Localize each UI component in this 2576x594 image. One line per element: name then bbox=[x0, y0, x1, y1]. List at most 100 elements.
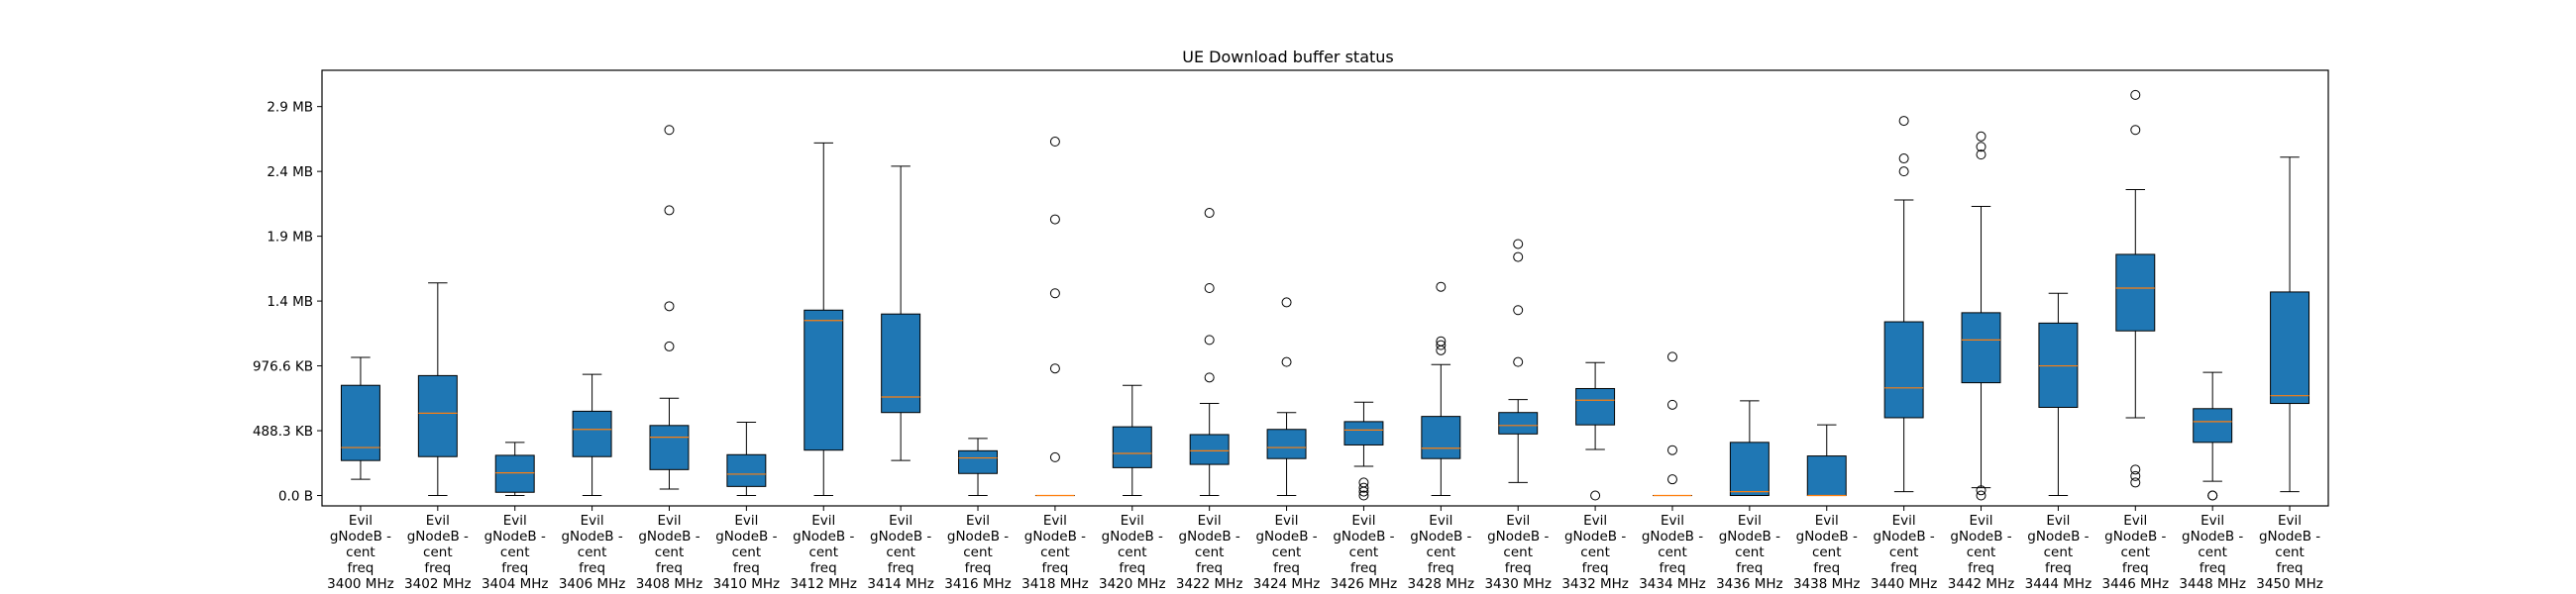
outlier-point bbox=[1049, 288, 1060, 299]
x-tick-label-line: cent bbox=[1658, 544, 1687, 560]
y-tick-label: 2.9 MB bbox=[267, 100, 313, 116]
x-tick-label-line: 3426 MHz bbox=[1331, 576, 1398, 592]
x-tick-label: Evil gNodeB -cent freq 3440 MHz bbox=[1871, 513, 1938, 592]
box-8 bbox=[958, 438, 998, 497]
box-iqr bbox=[572, 410, 612, 457]
x-tick-label-line: freq bbox=[1119, 560, 1145, 576]
x-tick-label: Evil gNodeB -cent freq 3406 MHz bbox=[559, 513, 626, 592]
outlier-point bbox=[1049, 137, 1060, 148]
x-tick-label: Evil gNodeB -cent freq 3422 MHz bbox=[1176, 513, 1243, 592]
x-tick-label-line: gNodeB - bbox=[1564, 529, 1626, 544]
x-tick-label-line: 3412 MHz bbox=[790, 576, 857, 592]
box-2 bbox=[494, 442, 535, 497]
x-tick-label: Evil gNodeB -cent freq 3432 MHz bbox=[1561, 513, 1629, 592]
x-tick-label: Evil gNodeB -cent freq 3404 MHz bbox=[482, 513, 549, 592]
x-tick-label-line: freq bbox=[1196, 560, 1223, 576]
box-4 bbox=[649, 125, 690, 490]
x-tick-label-line: freq bbox=[1505, 560, 1532, 576]
x-tick-label-line: 3408 MHz bbox=[636, 576, 703, 592]
x-tick-label-line: cent bbox=[1118, 544, 1147, 560]
outlier-point bbox=[1590, 490, 1601, 501]
x-tick-label-line: gNodeB - bbox=[1796, 529, 1858, 544]
x-tick-label: Evil gNodeB -cent freq 3450 MHz bbox=[2256, 513, 2323, 592]
outlier-point bbox=[1513, 251, 1524, 262]
x-tick-label-line: gNodeB - bbox=[638, 529, 699, 544]
x-tick-label-line: Evil bbox=[1275, 513, 1299, 529]
x-tick-label-line: cent bbox=[963, 544, 993, 560]
x-tick-label-line: gNodeB - bbox=[870, 529, 931, 544]
box-iqr bbox=[417, 374, 458, 457]
x-tick-label: Evil gNodeB -cent freq 3428 MHz bbox=[1408, 513, 1475, 592]
box-iqr bbox=[340, 384, 380, 461]
x-tick-label: Evil gNodeB -cent freq 3400 MHz bbox=[327, 513, 394, 592]
x-tick-label-line: cent bbox=[1580, 544, 1610, 560]
outlier-point bbox=[1281, 356, 1292, 367]
box-13 bbox=[1343, 401, 1384, 501]
x-tick-label-line: freq bbox=[2045, 560, 2072, 576]
x-tick-label: Evil gNodeB -cent freq 3446 MHz bbox=[2102, 513, 2170, 592]
x-tick-label-line: cent bbox=[886, 544, 915, 560]
x-tick-label-line: 3424 MHz bbox=[1253, 576, 1321, 592]
x-tick-label-line: cent bbox=[1272, 544, 1302, 560]
x-tick-label-line: 3434 MHz bbox=[1639, 576, 1706, 592]
x-tick-label-line: 3416 MHz bbox=[944, 576, 1012, 592]
x-tick-label-line: freq bbox=[1582, 560, 1609, 576]
outlier-point bbox=[1513, 305, 1524, 316]
x-tick-label-line: 3406 MHz bbox=[559, 576, 626, 592]
x-tick-label-line: cent bbox=[1195, 544, 1225, 560]
x-tick-label-line: gNodeB - bbox=[1410, 529, 1471, 544]
x-tick-label-line: cent bbox=[2120, 544, 2150, 560]
x-tick-label-line: 3438 MHz bbox=[1793, 576, 1861, 592]
x-tick-label-line: gNodeB - bbox=[484, 529, 546, 544]
x-tick-label: Evil gNodeB -cent freq 3414 MHz bbox=[867, 513, 934, 592]
x-tick-label: Evil gNodeB -cent freq 3444 MHz bbox=[2025, 513, 2093, 592]
outlier-point bbox=[1666, 445, 1677, 455]
outlier-point bbox=[1898, 166, 1909, 177]
x-tick-label-line: Evil bbox=[1970, 513, 1993, 529]
x-tick-label-line: 3436 MHz bbox=[1716, 576, 1783, 592]
x-tick-label-line: freq bbox=[656, 560, 683, 576]
x-tick-label-line: 3442 MHz bbox=[1948, 576, 2015, 592]
x-tick-label-line: freq bbox=[965, 560, 992, 576]
box-iqr bbox=[1961, 312, 2001, 384]
box-iqr bbox=[1883, 321, 1924, 419]
outlier-point bbox=[2130, 464, 2141, 475]
box-11 bbox=[1189, 208, 1230, 497]
x-tick-label-line: Evil bbox=[1506, 513, 1530, 529]
x-tick-label-line: cent bbox=[2044, 544, 2074, 560]
x-tick-label-line: Evil bbox=[426, 513, 450, 529]
x-tick-label-line: 3410 MHz bbox=[713, 576, 781, 592]
outlier-point bbox=[1358, 486, 1369, 497]
x-tick-label-line: Evil bbox=[2123, 513, 2147, 529]
box-17 bbox=[1653, 351, 1692, 497]
x-tick-label: Evil gNodeB -cent freq 3420 MHz bbox=[1099, 513, 1166, 592]
box-iqr bbox=[1575, 387, 1616, 426]
x-tick-label-line: Evil bbox=[734, 513, 758, 529]
outlier-point bbox=[1666, 399, 1677, 410]
x-tick-label-line: gNodeB - bbox=[1874, 529, 1935, 544]
x-tick-label-line: cent bbox=[1349, 544, 1379, 560]
x-tick-label-line: gNodeB - bbox=[2182, 529, 2243, 544]
x-tick-label-line: Evil bbox=[811, 513, 835, 529]
y-tick-label: 1.9 MB bbox=[267, 230, 313, 246]
x-tick-label-line: 3414 MHz bbox=[867, 576, 934, 592]
x-tick-label-line: cent bbox=[655, 544, 685, 560]
outlier-point bbox=[2130, 89, 2141, 100]
x-tick-label: Evil gNodeB -cent freq 3436 MHz bbox=[1716, 513, 1783, 592]
x-tick-label-line: gNodeB - bbox=[1255, 529, 1317, 544]
y-tick-label: 1.4 MB bbox=[267, 294, 313, 310]
x-tick-label-line: Evil bbox=[581, 513, 604, 529]
x-tick-label-line: gNodeB - bbox=[2027, 529, 2089, 544]
x-tick-label-line: gNodeB - bbox=[947, 529, 1009, 544]
x-tick-label-line: Evil bbox=[2200, 513, 2224, 529]
x-tick-label-line: 3418 MHz bbox=[1021, 576, 1089, 592]
box-0 bbox=[340, 356, 380, 480]
x-tick-label-line: gNodeB - bbox=[407, 529, 469, 544]
outlier-point bbox=[1049, 214, 1060, 225]
x-tick-label-line: Evil bbox=[1815, 513, 1839, 529]
box-iqr bbox=[1806, 455, 1847, 497]
outlier-point bbox=[2207, 490, 2218, 501]
x-tick-label-line: freq bbox=[810, 560, 837, 576]
box-20 bbox=[1883, 116, 1924, 493]
x-tick-label-line: Evil bbox=[2046, 513, 2070, 529]
